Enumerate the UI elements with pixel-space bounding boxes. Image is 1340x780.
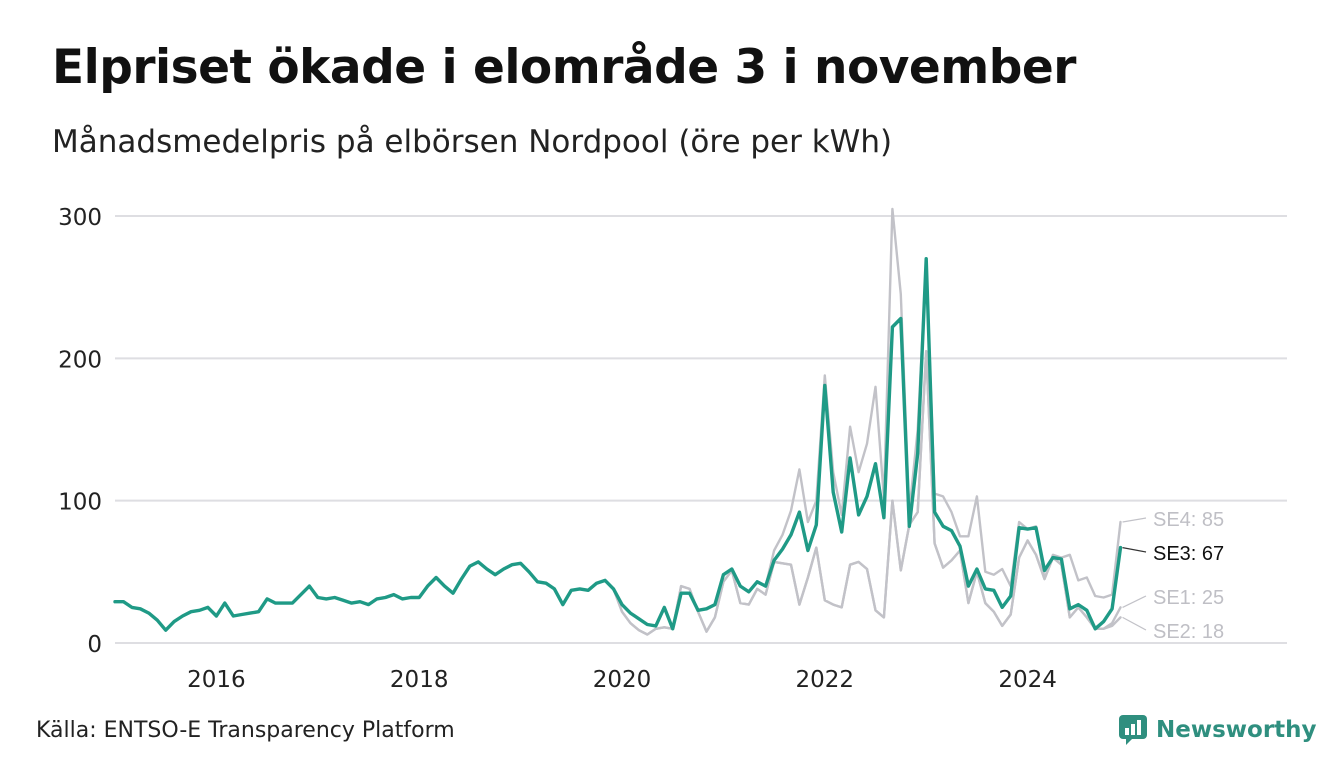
label-leader-line xyxy=(1122,517,1147,523)
x-tick-label: 2018 xyxy=(390,667,449,693)
label-leader-line xyxy=(1122,595,1147,608)
series-label-se1: SE1: 25 xyxy=(1153,587,1224,609)
label-leader-line xyxy=(1122,616,1147,631)
newsworthy-logo-icon xyxy=(1119,715,1147,745)
series-label-se3: SE3: 67 xyxy=(1153,543,1224,565)
y-tick-label: 200 xyxy=(58,347,102,373)
y-tick-label: 0 xyxy=(87,632,102,658)
series-label-se4: SE4: 85 xyxy=(1153,509,1224,531)
y-axis-ticks: 0 100 200 300 xyxy=(58,205,102,658)
y-tick-label: 300 xyxy=(58,205,102,231)
series-line-se1 xyxy=(113,350,1122,636)
chart-title: Elpriset ökade i elområde 3 i november xyxy=(52,40,1076,95)
x-tick-label: 2016 xyxy=(187,667,246,693)
gridlines xyxy=(115,215,1287,644)
label-leader-line xyxy=(1122,547,1147,553)
x-tick-label: 2020 xyxy=(593,667,652,693)
brand-logo: Newsworthy xyxy=(1118,714,1317,746)
x-tick-label: 2022 xyxy=(796,667,855,693)
series-end-labels: SE3: 67 SE4: 85 SE1: 25 SE2: 18 xyxy=(1122,509,1224,643)
series-line-se2 xyxy=(113,350,1122,636)
y-tick-label: 100 xyxy=(58,490,102,516)
x-tick-label: 2024 xyxy=(998,667,1057,693)
series-line-se4 xyxy=(113,207,1122,632)
chart-subtitle: Månadsmedelpris på elbörsen Nordpool (ör… xyxy=(52,124,893,160)
brand-name: Newsworthy xyxy=(1156,717,1317,743)
series-lines xyxy=(113,207,1123,636)
source-note: Källa: ENTSO-E Transparency Platform xyxy=(36,718,455,743)
x-axis-ticks: 2016 2018 2020 2022 2024 xyxy=(187,667,1057,693)
series-label-se2: SE2: 18 xyxy=(1153,621,1224,643)
series-line-se3 xyxy=(113,257,1123,632)
